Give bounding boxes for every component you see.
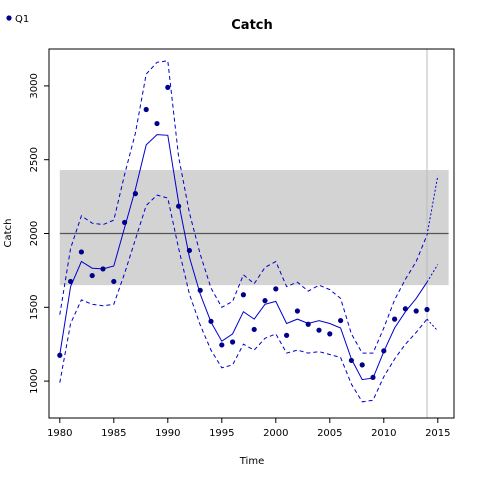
data-point [111, 278, 117, 285]
reference-band-layer [59, 49, 449, 418]
data-point [370, 374, 376, 381]
x-tick-label: 1985 [101, 428, 126, 439]
data-point [143, 106, 149, 113]
data-point [208, 318, 214, 324]
x-axis-label: Time [239, 456, 264, 467]
data-point [230, 339, 236, 345]
legend-label-q1: Q1 [15, 14, 29, 25]
y-tick-label: 2500 [29, 147, 40, 172]
data-point [402, 306, 408, 312]
series-line-projection [426, 264, 439, 283]
data-point [57, 352, 63, 358]
x-tick-label: 1995 [209, 428, 234, 439]
data-point [338, 317, 344, 324]
legend-marker [6, 15, 12, 21]
data-point [197, 287, 203, 293]
data-point [251, 326, 257, 333]
data-point [100, 266, 106, 272]
data-point [327, 331, 333, 337]
data-point [305, 321, 311, 327]
y-tick-label: 1500 [29, 295, 40, 320]
series-lines-layer [59, 60, 439, 403]
y-tick-label: 3000 [29, 73, 40, 98]
data-point [262, 298, 268, 304]
data-point [165, 84, 171, 90]
data-point [154, 120, 160, 127]
data-point [240, 292, 246, 298]
x-tick-label: 2005 [317, 428, 342, 439]
data-point [294, 308, 300, 314]
legend: Q1 [6, 14, 29, 25]
chart-title: Catch [231, 18, 273, 33]
data-point [413, 308, 419, 314]
series-points-layer [57, 84, 430, 381]
data-point [219, 342, 225, 348]
series-line-projection-lower [426, 318, 439, 332]
y-axis-label: Catch [3, 219, 14, 248]
data-point [424, 306, 430, 313]
series-line-upper-bound [59, 60, 428, 354]
reference-band [59, 170, 449, 286]
series-line-lower-bound [59, 194, 428, 403]
x-tick-label: 2000 [263, 428, 288, 439]
data-point [132, 191, 138, 197]
data-point [186, 247, 192, 254]
data-point [348, 357, 354, 364]
x-tick-label: 2010 [371, 428, 396, 439]
data-point [316, 327, 322, 333]
data-point [273, 286, 279, 292]
data-point [284, 332, 290, 338]
series-line-fit [59, 134, 428, 381]
data-point [381, 348, 387, 354]
x-tick-label: 2015 [425, 428, 450, 439]
y-tick-label: 2000 [29, 221, 40, 246]
axes-layer: 1980 1985 1990 1995 2000 2005 2010 2015 1000 1500… [29, 73, 451, 439]
x-tick-label: 1990 [155, 428, 180, 439]
data-point [359, 362, 365, 368]
data-point [78, 249, 84, 255]
x-tick-label: 1980 [47, 428, 72, 439]
data-point [68, 278, 74, 285]
data-point [122, 219, 128, 226]
data-point [392, 316, 398, 322]
data-point [89, 272, 95, 279]
y-tick-label: 1000 [29, 368, 40, 393]
data-point [176, 203, 182, 209]
